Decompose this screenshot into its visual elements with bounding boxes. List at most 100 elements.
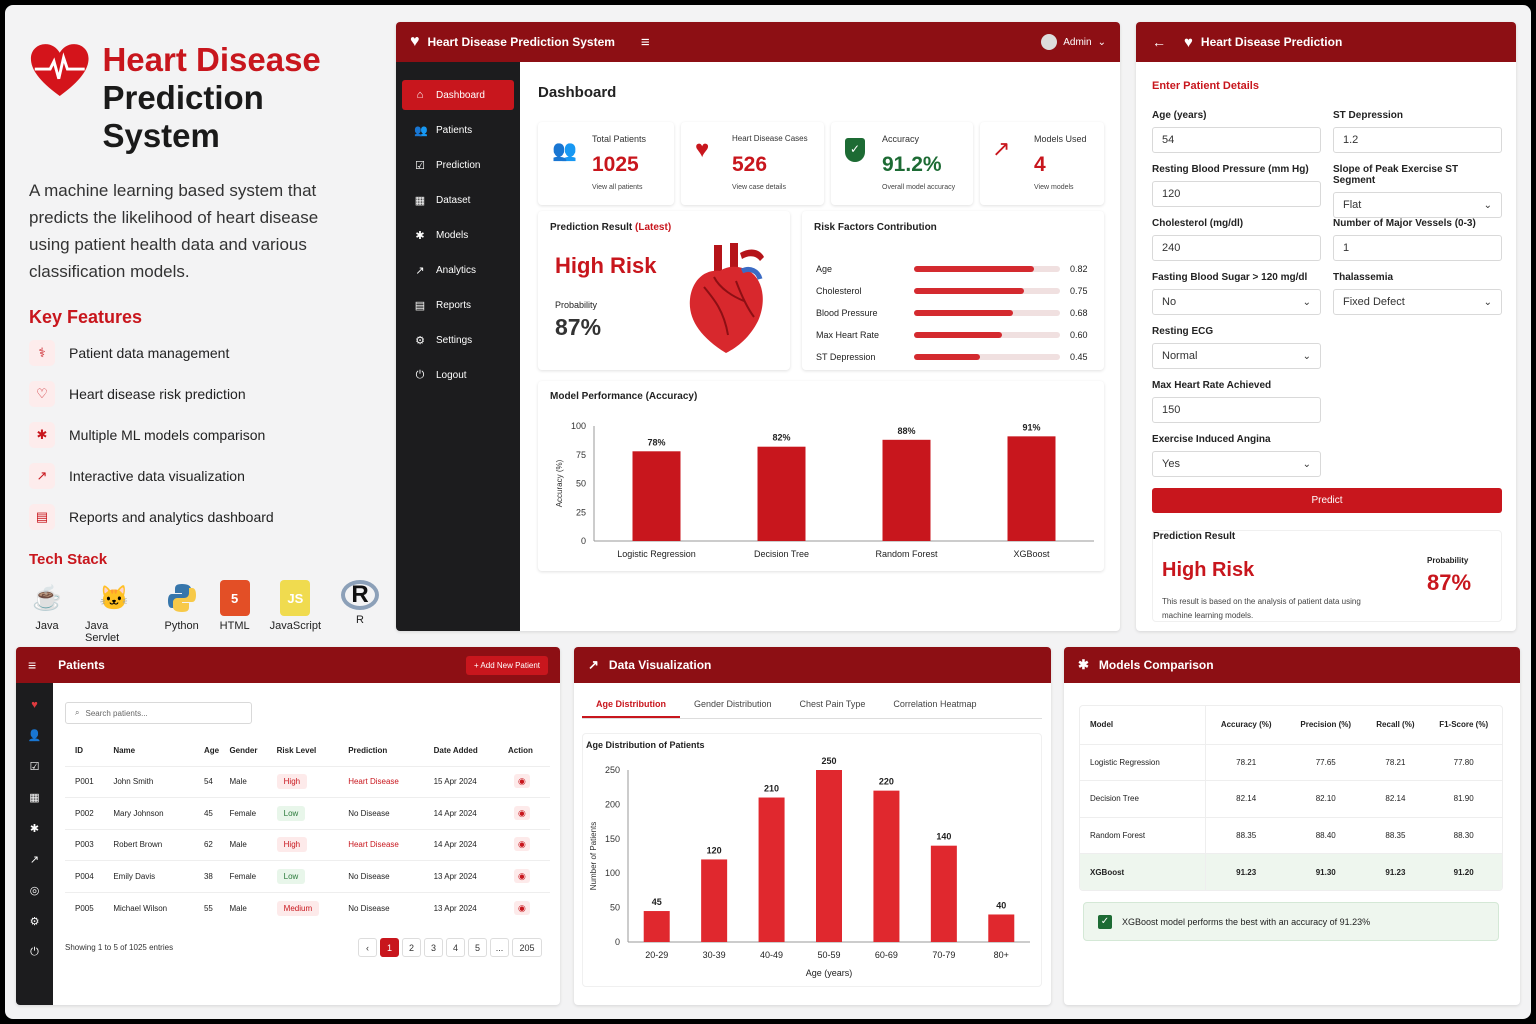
- stat-card-total-patients[interactable]: 👥 Total Patients 1025 View all patients: [538, 122, 674, 205]
- heart-logo-icon: [30, 44, 89, 96]
- tech-item: JS JavaScript: [270, 580, 321, 644]
- menu-icon[interactable]: ≡: [640, 33, 650, 51]
- reports-icon[interactable]: ◎: [29, 885, 40, 897]
- table-cell: 62: [203, 828, 230, 861]
- table-cell: P004: [65, 860, 114, 892]
- nav-analytics[interactable]: ↗ Analytics: [402, 255, 514, 285]
- factor-value: 0.60: [1070, 330, 1088, 340]
- nav-dataset[interactable]: ▦ Dataset: [402, 185, 514, 215]
- table-cell: 88.35: [1205, 816, 1287, 854]
- bar: [757, 446, 806, 541]
- table-row[interactable]: P004 Emily Davis 38 Female Low No Disease 13 A…: [65, 860, 550, 892]
- field-select[interactable]: Yes ⌄: [1152, 451, 1321, 477]
- stat-card-accuracy[interactable]: ✓ Accuracy 91.2% Overall model accuracy: [831, 122, 973, 205]
- stat-link[interactable]: View all patients: [592, 184, 643, 191]
- page-button[interactable]: 1: [380, 938, 399, 957]
- nav-settings[interactable]: ⚙ Settings: [402, 325, 514, 355]
- x-tick-label: Random Forest: [875, 549, 938, 559]
- page-button[interactable]: 5: [468, 938, 487, 957]
- feature-label: Interactive data visualization: [69, 467, 245, 484]
- x-tick-label: 60-69: [875, 950, 898, 960]
- field-input[interactable]: 1: [1333, 235, 1502, 261]
- nav-dashboard[interactable]: ⌂ Dashboard: [402, 80, 514, 110]
- nav-label: Prediction: [436, 159, 481, 171]
- field-select[interactable]: Fixed Defect ⌄: [1333, 289, 1502, 315]
- eye-icon[interactable]: ◉: [514, 837, 530, 852]
- column-header: Model: [1080, 706, 1207, 744]
- cell-text: Female: [229, 808, 257, 818]
- models-icon[interactable]: ✱: [29, 823, 40, 835]
- page-button[interactable]: 3: [424, 938, 443, 957]
- page-button[interactable]: ‹: [358, 938, 377, 957]
- desc-line: predicts the likelihood of heart disease: [29, 208, 319, 227]
- field-input[interactable]: 1.2: [1333, 127, 1502, 153]
- table-cell: Low: [276, 860, 349, 892]
- form-field: Thalassemia Fixed Defect ⌄: [1333, 272, 1502, 315]
- nav-logout[interactable]: ⏻ Logout: [402, 360, 514, 390]
- users-icon[interactable]: 👤: [27, 730, 42, 742]
- field-select[interactable]: Normal ⌄: [1152, 343, 1321, 369]
- power-icon[interactable]: ⏻: [30, 946, 39, 958]
- table-icon: ▦: [414, 194, 426, 207]
- menu-icon[interactable]: ≡: [28, 657, 37, 673]
- stat-card-models[interactable]: ↗ Models Used 4 View models: [980, 122, 1104, 205]
- tab-gender-distribution[interactable]: Gender Distribution: [694, 699, 772, 709]
- table-cell: 78.21: [1205, 743, 1287, 781]
- eye-icon[interactable]: ◉: [514, 774, 530, 789]
- nav-models[interactable]: ✱ Models: [402, 220, 514, 250]
- eye-icon[interactable]: ◉: [514, 805, 530, 820]
- x-tick-label: 50-59: [817, 950, 840, 960]
- column-header: Prediction: [348, 746, 388, 756]
- nav-patients[interactable]: 👥 Patients: [402, 115, 514, 145]
- chevron-down-icon: ⌄: [1302, 296, 1311, 308]
- action-cell: ◉: [508, 828, 550, 861]
- gear-icon: ⚙: [415, 334, 425, 347]
- result-note: This result is based on the analysis of …: [1162, 595, 1361, 623]
- field-value: 120: [1162, 188, 1181, 200]
- table-row[interactable]: P003 Robert Brown 62 Male High Heart Disease 1…: [65, 828, 550, 861]
- field-select[interactable]: Flat ⌄: [1333, 192, 1502, 218]
- stat-link[interactable]: Overall model accuracy: [882, 184, 956, 191]
- java-icon: ☕: [32, 584, 62, 612]
- table-row[interactable]: P005 Michael Wilson 55 Male Medium No Disease…: [65, 891, 550, 924]
- stat-card-cases[interactable]: ♥ Heart Disease Cases 526 View case deta…: [681, 122, 824, 205]
- page-button[interactable]: 2: [402, 938, 421, 957]
- prediction-icon[interactable]: ☑: [29, 761, 40, 773]
- field-input[interactable]: 150: [1152, 397, 1321, 423]
- tab-chest-pain-type[interactable]: Chest Pain Type: [799, 699, 866, 709]
- python-icon: [164, 580, 200, 616]
- gear-icon[interactable]: ⚙: [29, 916, 40, 928]
- nav-prediction[interactable]: ☑ Prediction: [402, 150, 514, 180]
- nav-reports[interactable]: ▤ Reports: [402, 290, 514, 320]
- predict-button[interactable]: Predict: [1152, 488, 1502, 513]
- risk-factor-row: ST Depression 0.45: [816, 346, 1088, 368]
- field-input[interactable]: 54: [1152, 127, 1321, 153]
- eye-icon[interactable]: ◉: [514, 868, 530, 883]
- dataset-icon[interactable]: ▦: [29, 792, 40, 804]
- chart-line-icon[interactable]: ↗: [29, 854, 40, 866]
- back-arrow-icon[interactable]: ←: [1152, 34, 1166, 50]
- search-input[interactable]: ⌕ Search patients...: [65, 702, 252, 724]
- stat-link[interactable]: View models: [1034, 184, 1074, 191]
- column-header: ID: [75, 746, 83, 756]
- shield-check-icon: ✓: [845, 138, 865, 162]
- tab-correlation-heatmap[interactable]: Correlation Heatmap: [893, 699, 977, 709]
- field-input[interactable]: 120: [1152, 181, 1321, 207]
- page-button[interactable]: ...: [490, 938, 509, 957]
- stat-link[interactable]: View case details: [732, 184, 786, 191]
- field-input[interactable]: 240: [1152, 235, 1321, 261]
- page-button[interactable]: 4: [446, 938, 465, 957]
- table-cell: High: [276, 828, 349, 861]
- user-menu[interactable]: Admin ⌄: [1041, 34, 1106, 50]
- data-label: 91%: [1022, 422, 1040, 432]
- eye-icon[interactable]: ◉: [514, 900, 530, 915]
- chart-line-icon: ↗: [29, 462, 55, 489]
- form-field: Number of Major Vessels (0-3) 1: [1333, 218, 1502, 261]
- table-row[interactable]: P002 Mary Johnson 45 Female Low No Disease 14 …: [65, 797, 550, 829]
- add-patient-button[interactable]: + Add New Patient: [465, 655, 548, 675]
- tab-age-distribution[interactable]: Age Distribution: [582, 693, 680, 718]
- page-button[interactable]: 205: [512, 938, 542, 957]
- table-row[interactable]: P001 John Smith 54 Male High Heart Disease 15 …: [65, 765, 550, 798]
- field-select[interactable]: No ⌄: [1152, 289, 1321, 315]
- y-tick-label: 100: [571, 421, 586, 431]
